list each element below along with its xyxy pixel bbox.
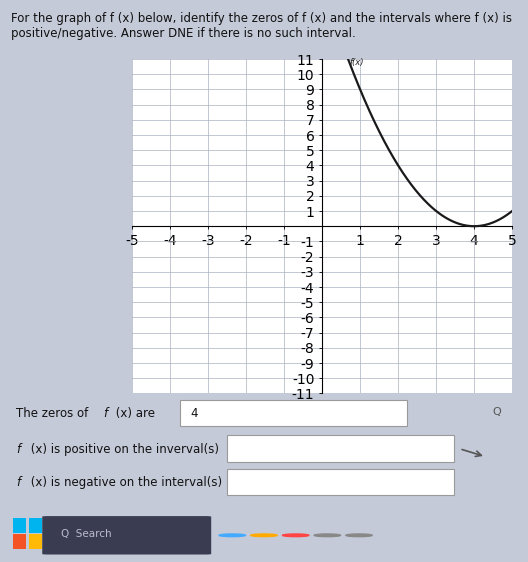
Bar bbox=[29, 518, 42, 533]
Circle shape bbox=[282, 534, 309, 537]
Bar bbox=[29, 534, 42, 549]
Text: 4: 4 bbox=[190, 407, 197, 420]
Text: f: f bbox=[16, 443, 20, 456]
Bar bbox=[13, 534, 26, 549]
Text: Q: Q bbox=[492, 407, 501, 417]
FancyBboxPatch shape bbox=[180, 400, 407, 426]
Circle shape bbox=[314, 534, 341, 537]
Text: f: f bbox=[16, 477, 20, 490]
Text: f: f bbox=[103, 407, 107, 420]
Circle shape bbox=[251, 534, 277, 537]
Text: (x) are: (x) are bbox=[112, 407, 155, 420]
Text: f(x): f(x) bbox=[350, 58, 364, 67]
Text: For the graph of f (x) below, identify the zeros of f (x) and the intervals wher: For the graph of f (x) below, identify t… bbox=[11, 12, 512, 40]
FancyBboxPatch shape bbox=[227, 436, 454, 462]
Text: (x) is negative on the interval(s): (x) is negative on the interval(s) bbox=[27, 477, 223, 490]
Circle shape bbox=[219, 534, 246, 537]
Text: Q  Search: Q Search bbox=[61, 529, 111, 539]
FancyBboxPatch shape bbox=[42, 516, 211, 555]
Text: The zeros of: The zeros of bbox=[16, 407, 92, 420]
FancyBboxPatch shape bbox=[227, 469, 454, 495]
Text: (x) is positive on the inverval(s): (x) is positive on the inverval(s) bbox=[27, 443, 220, 456]
Circle shape bbox=[346, 534, 372, 537]
Bar bbox=[13, 518, 26, 533]
